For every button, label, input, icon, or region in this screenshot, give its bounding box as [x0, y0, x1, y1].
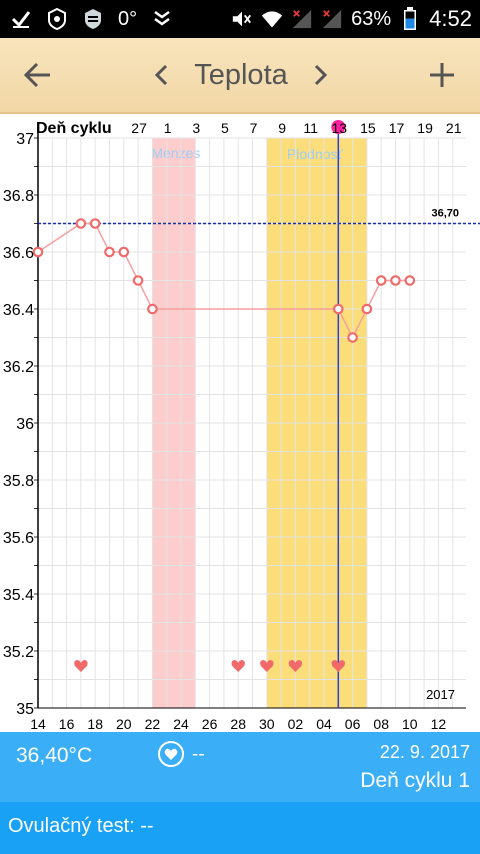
- temperature-point: [390, 275, 401, 286]
- checkmark-icon: [10, 8, 32, 30]
- ovulation-panel[interactable]: Ovulačný test: --: [0, 802, 480, 854]
- date-tick-label: 08: [373, 716, 389, 732]
- temperature-chart[interactable]: Menzes Plodnosť 36,70 3736.836.636.436.23…: [0, 112, 480, 732]
- cycle-tick-label: 5: [221, 120, 229, 136]
- y-tick-label: 35.2: [3, 644, 34, 661]
- status-bar: 0° 63% 4:52: [0, 0, 480, 38]
- date-tick-label: 16: [59, 716, 75, 732]
- intercourse-heart-icon: [331, 660, 345, 672]
- temperature-point: [89, 218, 101, 229]
- date-tick-label: 14: [30, 716, 46, 732]
- temperature-point: [361, 303, 373, 315]
- cycle-tick-label: 17: [389, 120, 405, 136]
- date-tick-label: 26: [202, 716, 218, 732]
- back-button[interactable]: [14, 38, 62, 112]
- selected-day-dot: [331, 120, 346, 134]
- clock: 4:52: [429, 6, 472, 31]
- temperature-point: [75, 218, 87, 229]
- temperature-point: [147, 303, 158, 315]
- plus-icon: [430, 63, 454, 87]
- fertile-label: Plodnosť: [287, 146, 344, 162]
- chevron-right-icon: [314, 64, 328, 86]
- date-tick-label: 10: [402, 716, 418, 732]
- cycle-day-value: Deň cyklu 1: [360, 769, 470, 792]
- temperature-point: [104, 246, 115, 258]
- y-tick-label: 35.6: [3, 530, 34, 547]
- mute-icon: [231, 8, 253, 30]
- y-tick-label: 35: [16, 701, 34, 718]
- chevrons-down-icon: [151, 8, 173, 30]
- y-tick-label: 36.4: [3, 302, 34, 319]
- date-tick-label: 28: [230, 716, 246, 732]
- app-header: Teplota: [0, 38, 480, 114]
- date-tick-label: 18: [87, 716, 103, 732]
- shield-badge-icon: [46, 8, 68, 30]
- temperature-point: [32, 246, 44, 258]
- cycle-tick-label: 1: [164, 120, 172, 136]
- intercourse-toggle[interactable]: [158, 741, 184, 767]
- shield-icon: [82, 8, 104, 30]
- page-title: Teplota: [194, 58, 288, 91]
- temperature-point: [404, 275, 416, 286]
- cycle-tick-label: 11: [303, 120, 318, 136]
- battery-percent: 63%: [351, 7, 392, 30]
- cycle-tick-label: 27: [131, 120, 147, 136]
- intercourse-heart-icon: [260, 660, 274, 672]
- cover-line-label: 36,70: [431, 208, 459, 220]
- cycle-tick-label: 21: [446, 120, 462, 136]
- intercourse-heart-icon: [231, 660, 245, 672]
- y-tick-label: 36.2: [3, 359, 34, 376]
- y-tick-label: 36.8: [3, 188, 34, 205]
- wifi-icon: [261, 8, 283, 30]
- menstruation-label: Menzes: [151, 145, 200, 161]
- signal-icon: [321, 8, 343, 30]
- cycle-tick-label: 15: [360, 120, 376, 136]
- y-tick-label: 35.4: [3, 587, 34, 604]
- temperature-point: [375, 275, 387, 286]
- battery-icon: [399, 7, 421, 30]
- date-tick-label: 20: [116, 716, 132, 732]
- temperature-value: 36,40°C: [16, 744, 93, 767]
- info-panel: 36,40°C -- 22. 9. 2017 Deň cyklu 1: [0, 732, 480, 802]
- arrow-left-icon: [24, 62, 50, 88]
- cycle-tick-label: 13: [332, 120, 348, 136]
- date-tick-label: 04: [316, 716, 332, 732]
- temperature-point: [132, 275, 144, 286]
- date-tick-label: 02: [288, 716, 304, 732]
- y-tick-label: 37: [16, 131, 34, 148]
- y-tick-label: 35.8: [3, 473, 34, 490]
- next-button[interactable]: [306, 38, 336, 112]
- temperature-point: [118, 246, 130, 258]
- cycle-tick-label: 7: [250, 120, 258, 136]
- date-tick-label: 24: [173, 716, 189, 732]
- cycle-tick-label: 3: [192, 120, 200, 136]
- date-tick-label: 06: [345, 716, 361, 732]
- signal-icon: [291, 8, 313, 30]
- cycle-tick-label: 9: [278, 120, 286, 136]
- heart-icon: [164, 748, 178, 760]
- y-tick-label: 36: [16, 416, 34, 433]
- cycle-axis-label: Deň cyklu: [36, 120, 112, 137]
- date-value: 22. 9. 2017: [379, 742, 470, 762]
- add-button[interactable]: [418, 38, 466, 112]
- chevron-left-icon: [154, 64, 168, 86]
- date-tick-label: 30: [259, 716, 275, 732]
- cycle-tick-label: 19: [417, 120, 433, 136]
- weather-temperature: 0°: [118, 7, 138, 30]
- previous-button[interactable]: [146, 38, 176, 112]
- year-label: 2017: [426, 687, 455, 702]
- y-tick-label: 36.6: [3, 245, 34, 262]
- intercourse-value: --: [192, 744, 205, 765]
- intercourse-heart-icon: [288, 660, 303, 672]
- intercourse-heart-icon: [74, 660, 88, 672]
- temperature-point: [347, 332, 358, 343]
- date-tick-label: 12: [431, 716, 447, 732]
- ovulation-test-value: Ovulačný test: --: [8, 815, 154, 837]
- temperature-point: [332, 303, 344, 315]
- date-tick-label: 22: [145, 716, 161, 732]
